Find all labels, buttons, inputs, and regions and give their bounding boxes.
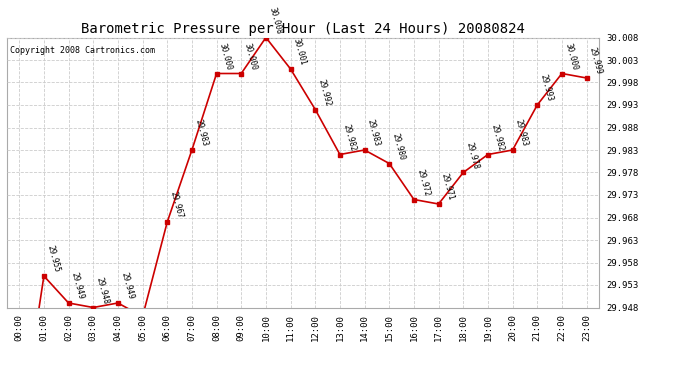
Text: 29.980: 29.980 [391,132,406,161]
Text: 30.000: 30.000 [242,42,258,71]
Text: 29.919: 29.919 [0,374,1,375]
Text: 29.949: 29.949 [119,272,135,301]
Text: 29.983: 29.983 [366,118,382,148]
Text: 30.001: 30.001 [292,38,308,67]
Text: 29.949: 29.949 [70,272,86,301]
Text: 29.978: 29.978 [464,141,480,170]
Text: 30.000: 30.000 [218,42,234,71]
Text: 29.971: 29.971 [440,172,455,202]
Text: 30.008: 30.008 [267,6,283,35]
Text: 29.982: 29.982 [341,123,357,152]
Text: Copyright 2008 Cartronics.com: Copyright 2008 Cartronics.com [10,46,155,55]
Text: 29.967: 29.967 [168,190,184,220]
Text: 29.999: 29.999 [588,46,604,76]
Text: 29.948: 29.948 [95,276,110,305]
Text: 29.946: 29.946 [0,374,1,375]
Text: 30.000: 30.000 [563,42,579,71]
Text: 29.992: 29.992 [317,78,333,107]
Text: 29.982: 29.982 [489,123,505,152]
Text: 29.983: 29.983 [514,118,530,148]
Text: 29.972: 29.972 [415,168,431,197]
Title: Barometric Pressure per Hour (Last 24 Hours) 20080824: Barometric Pressure per Hour (Last 24 Ho… [81,22,525,36]
Text: 29.983: 29.983 [193,118,209,148]
Text: 29.993: 29.993 [538,74,554,103]
Text: 29.955: 29.955 [45,244,61,274]
